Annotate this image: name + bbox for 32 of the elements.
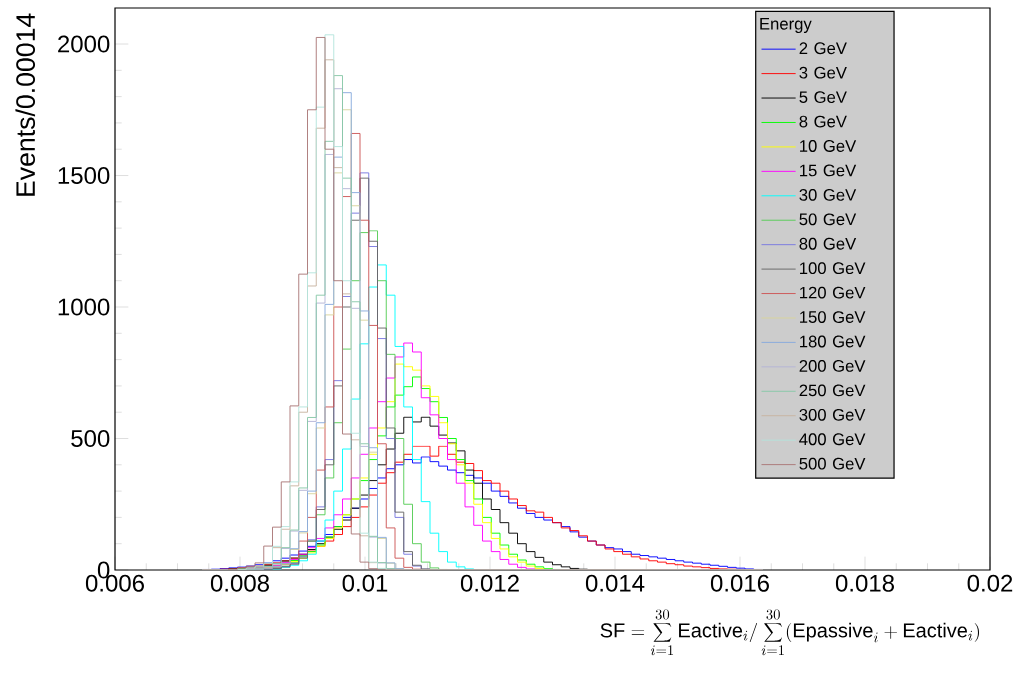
- legend-label: 150 GeV: [800, 311, 866, 323]
- x-tick-label: 0.012: [460, 574, 519, 592]
- legend-label: 200 GeV: [799, 360, 866, 372]
- x-tick-label: 0.016: [710, 574, 769, 592]
- legend-label: 180 GeV: [800, 335, 866, 348]
- y-tick-label: 2000: [58, 35, 110, 53]
- y-axis-title: Events/0.00014: [15, 13, 36, 196]
- legend-label: 2 GeV: [799, 42, 847, 55]
- y-tick-label: 1500: [58, 167, 110, 185]
- x-tick-label: 0.01: [342, 574, 388, 592]
- legend-label: 50 GeV: [799, 213, 857, 226]
- x-axis-title: $\mathrm{SF} = \sum_{i=1}^{30}\mathrm{Eactive}_{i}/\sum_{i=1}^{30}(\mathrm{Epassive}_{i}+\mathrm{Eactive}_{i})$: [600, 609, 980, 656]
- legend-label: 120 GeV: [800, 286, 866, 299]
- y-tick-label: 1000: [58, 298, 110, 316]
- legend-label: 3 GeV: [799, 66, 847, 79]
- legend-label: 80 GeV: [799, 237, 857, 250]
- legend-label: 8 GeV: [799, 115, 847, 128]
- y-tick-label: 500: [71, 430, 110, 447]
- legend-title: Energy: [760, 18, 812, 33]
- legend-label: 300 GeV: [799, 408, 866, 421]
- legend-label: 5 GeV: [799, 91, 847, 104]
- legend-label: 15 GeV: [800, 164, 857, 177]
- x-tick-label: 0.018: [835, 574, 894, 592]
- x-tick-label: 0.008: [210, 574, 269, 592]
- legend-label: 400 GeV: [799, 433, 866, 446]
- x-tick-label: 0.014: [585, 574, 645, 592]
- legend-label: 10 GeV: [800, 140, 857, 152]
- legend-label: 250 GeV: [799, 384, 866, 397]
- legend-label: 30 GeV: [799, 188, 857, 201]
- legend-label: 100 GeV: [800, 262, 866, 275]
- legend-label: 500 GeV: [799, 457, 866, 470]
- x-tick-label: 0.02: [967, 574, 1013, 592]
